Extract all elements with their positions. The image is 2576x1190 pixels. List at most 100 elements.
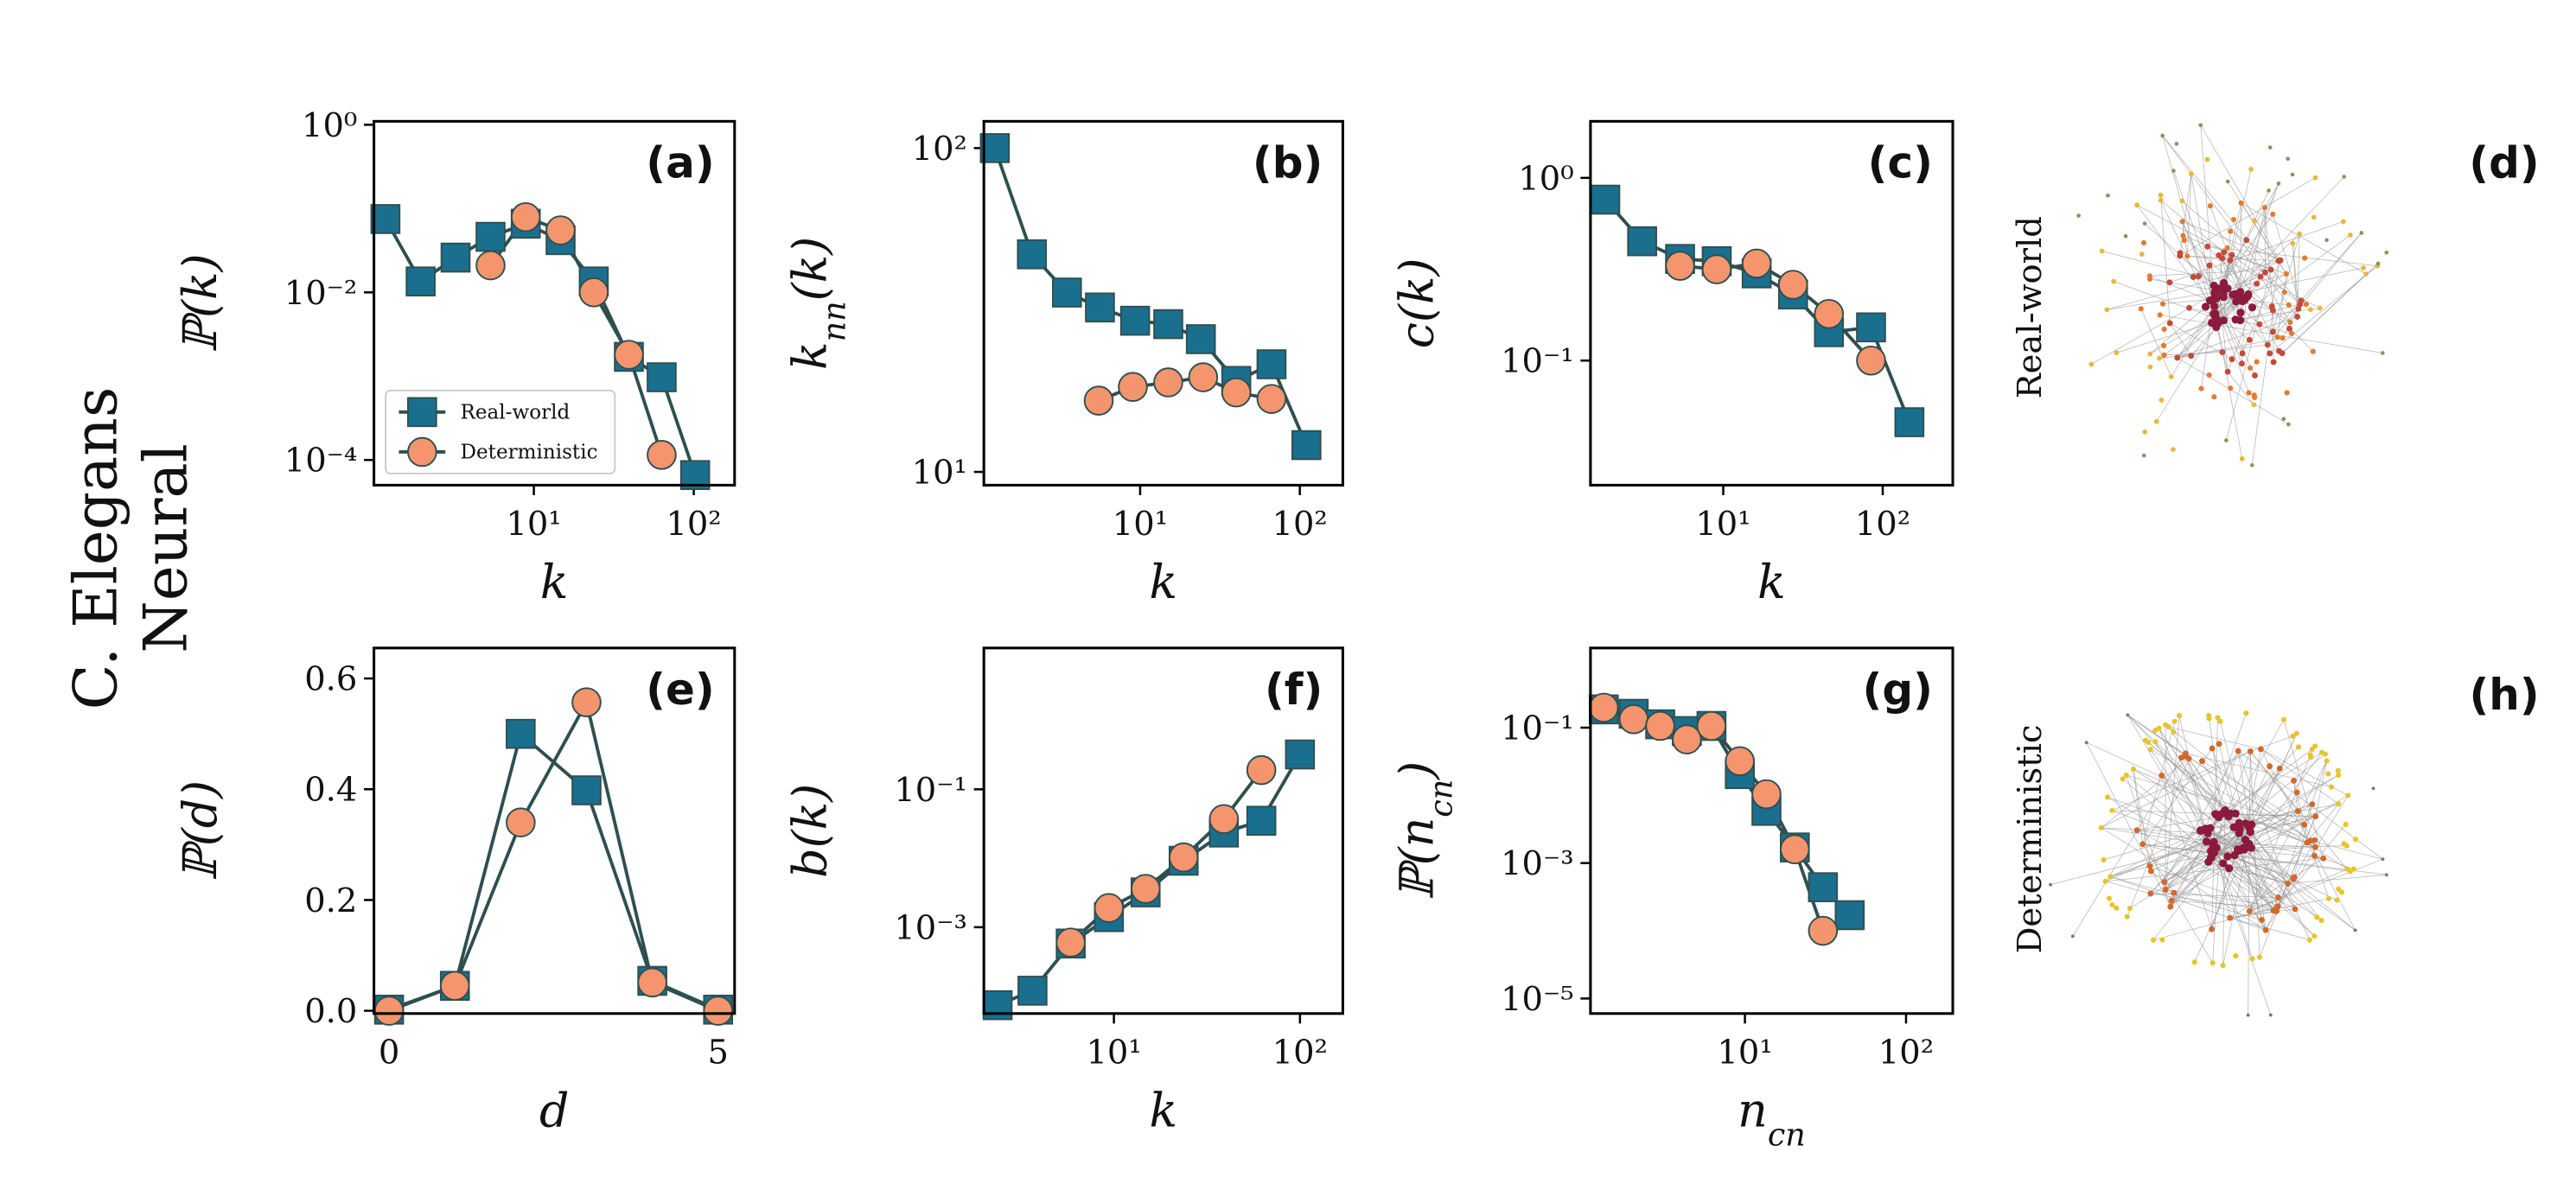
- network-edge: [2247, 846, 2279, 907]
- y-tick-label: 10²: [912, 130, 967, 169]
- network-node: [2311, 214, 2317, 220]
- marker: [440, 242, 471, 273]
- network-node: [2261, 205, 2268, 211]
- network-node: [2350, 866, 2356, 872]
- network-node: [2286, 302, 2292, 308]
- network-node: [2109, 902, 2115, 908]
- network-edge: [2110, 830, 2201, 877]
- marker: [405, 266, 436, 296]
- network-edge: [2223, 202, 2241, 283]
- x-tick-label: 10²: [1272, 1033, 1328, 1072]
- network-node: [2250, 462, 2254, 468]
- network-node: [2235, 748, 2241, 754]
- y-tick-label: 10⁻⁴: [284, 442, 358, 480]
- network-node: [2146, 862, 2153, 869]
- network-edge: [2183, 235, 2272, 270]
- network-edge: [2142, 843, 2288, 884]
- network-node: [2126, 906, 2133, 912]
- plot-frame: [982, 119, 1344, 487]
- marker: [1696, 710, 1727, 741]
- network-edge: [2249, 869, 2348, 912]
- network-node: [2204, 156, 2210, 162]
- network-node: [2228, 228, 2234, 234]
- network-node: [2239, 350, 2246, 357]
- marker: [1894, 407, 1925, 437]
- network-node: [2158, 772, 2165, 779]
- chart: 10¹ 10² 10¹ 10² (b): [912, 119, 1344, 544]
- marker: [1118, 372, 1148, 403]
- y-tick-label: 0.2: [304, 881, 357, 920]
- plot-frame: [373, 119, 736, 487]
- network-node: [2201, 302, 2210, 311]
- network-node: [2274, 334, 2280, 340]
- network-edge: [2214, 852, 2272, 1015]
- network-node: [2107, 874, 2114, 880]
- axis-label: k: [540, 555, 569, 609]
- marker: [1291, 430, 1322, 461]
- network-node: [2184, 253, 2190, 259]
- network-node: [2288, 330, 2295, 336]
- network-node: [2158, 192, 2164, 198]
- x-tick-label: 10¹: [506, 505, 561, 544]
- network-node: [2276, 765, 2283, 772]
- network-edge: [2248, 760, 2328, 912]
- network-node: [2311, 852, 2318, 859]
- axis-label-part: k: [1149, 555, 1177, 609]
- network-edge: [2168, 726, 2311, 842]
- network-node: [2158, 398, 2165, 403]
- network-node: [2178, 754, 2185, 761]
- network-edge: [2237, 750, 2267, 931]
- network-node: [2248, 167, 2254, 172]
- axis-label: c(k): [1389, 258, 1444, 349]
- network-edge: [2230, 231, 2280, 261]
- network-node: [2201, 824, 2210, 833]
- network-edge: [2248, 754, 2311, 912]
- network-node: [2120, 776, 2126, 782]
- network-edge: [2101, 827, 2209, 834]
- network-node: [2324, 758, 2330, 764]
- network-node: [2106, 895, 2113, 901]
- network-node: [2256, 954, 2263, 960]
- network-edge: [2158, 728, 2201, 830]
- network-edge: [2133, 768, 2152, 872]
- network-node: [2166, 279, 2173, 286]
- x-tick-label: 10¹: [1113, 505, 1168, 544]
- network-node: [2324, 238, 2329, 243]
- network-node: [2236, 288, 2245, 296]
- marker: [1856, 312, 1886, 343]
- network-edge: [2210, 857, 2250, 912]
- network-edge: [2248, 294, 2291, 323]
- network-edge: [2150, 893, 2277, 912]
- network-node: [2347, 232, 2353, 238]
- network-edge: [2239, 766, 2270, 830]
- network-node: [2206, 262, 2213, 269]
- network-node: [2168, 897, 2175, 904]
- network-edge: [2164, 828, 2241, 883]
- network-node: [2238, 296, 2247, 306]
- legend-marker: [407, 397, 437, 428]
- network-node: [2147, 747, 2153, 753]
- network-node: [2287, 319, 2293, 326]
- network-node: [2209, 295, 2218, 303]
- panel-label: (a): [646, 138, 714, 188]
- marker: [1153, 309, 1183, 340]
- network-node: [2325, 771, 2331, 777]
- network-node: [2297, 231, 2302, 237]
- network-edge: [2251, 310, 2273, 466]
- network-edge: [2207, 245, 2378, 267]
- network-node: [2225, 179, 2230, 184]
- axis-label-part: k: [540, 555, 569, 609]
- network-node: [2311, 933, 2318, 939]
- network-node: [2219, 278, 2228, 288]
- network-edge: [2140, 309, 2172, 378]
- network-node: [2161, 879, 2168, 886]
- network-node: [2270, 359, 2277, 366]
- network-node: [2186, 304, 2192, 311]
- network-node: [2160, 133, 2165, 138]
- y-tick-label: 10⁰: [1518, 159, 1573, 198]
- network-edge: [2249, 804, 2339, 912]
- network-node: [2167, 903, 2174, 910]
- network-node: [2168, 374, 2174, 379]
- network-node: [2267, 763, 2273, 770]
- network-edge: [2177, 296, 2247, 359]
